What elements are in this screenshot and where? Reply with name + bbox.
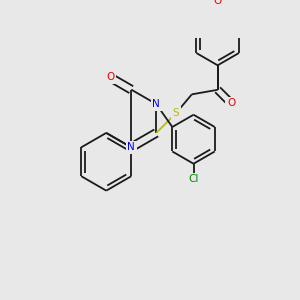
Text: O: O: [227, 98, 236, 108]
Text: N: N: [128, 142, 135, 152]
Text: N: N: [152, 99, 160, 109]
Text: Cl: Cl: [188, 175, 199, 184]
Text: O: O: [106, 72, 114, 82]
Text: O: O: [214, 0, 222, 6]
Text: S: S: [173, 108, 179, 118]
